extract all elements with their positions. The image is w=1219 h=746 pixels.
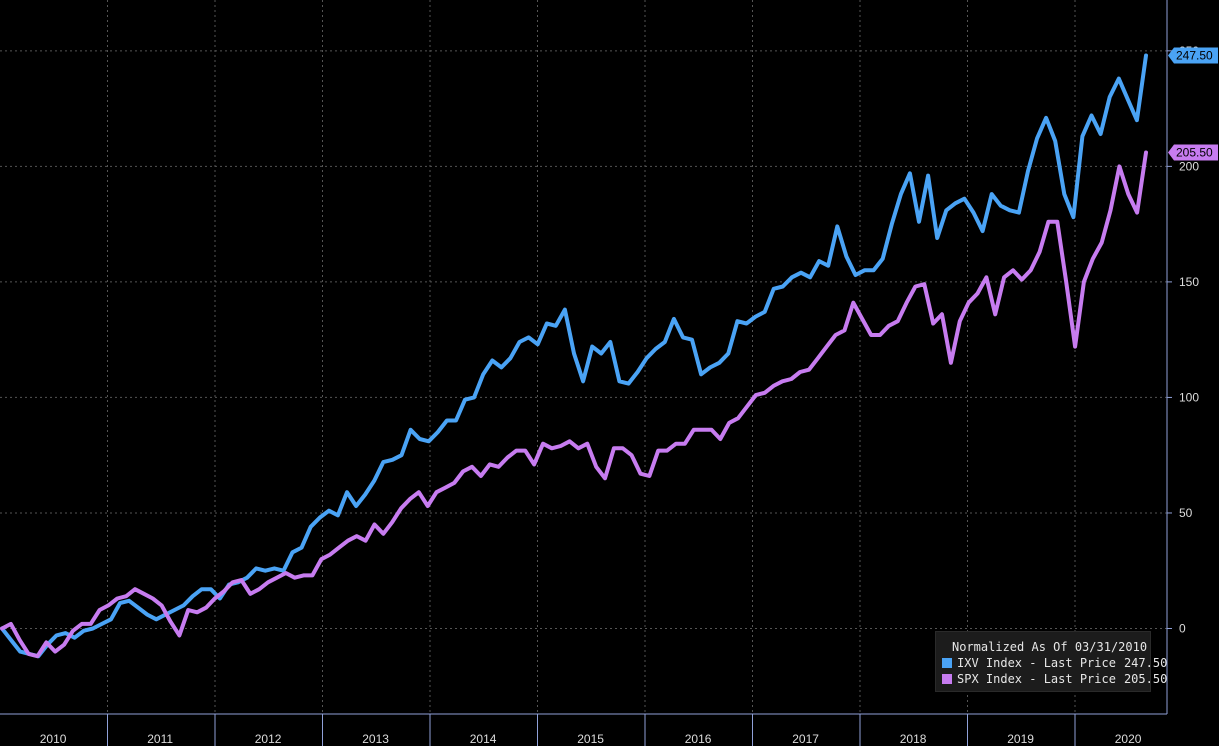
legend-title: Normalized As Of 03/31/2010 [952, 640, 1148, 654]
grid-lines [0, 0, 1167, 714]
legend-value-spx: 205.50 [1123, 672, 1168, 686]
x-tick-label: 2011 [147, 732, 173, 746]
last-value-tag-bg-1 [1168, 144, 1218, 161]
x-tick-label: 2012 [255, 732, 282, 746]
last-value-tag-bg-0 [1168, 47, 1218, 64]
axes [0, 0, 1172, 746]
y-tick-label: 200 [1179, 159, 1199, 173]
x-tick-label: 2016 [685, 732, 712, 746]
x-tick-label: 2013 [362, 732, 389, 746]
x-tick-label: 2014 [470, 732, 497, 746]
y-tick-label: 0 [1179, 622, 1186, 636]
x-tick-label: 2019 [1007, 732, 1034, 746]
legend-swatch-ixv [942, 658, 952, 668]
legend-label-spx: SPX Index - Last Price [957, 672, 1116, 686]
last-value-tag-text-1: 205.50 [1176, 146, 1213, 160]
y-tick-label: 100 [1179, 390, 1199, 404]
x-tick-label: 2017 [792, 732, 819, 746]
legend-value-ixv: 247.50 [1123, 656, 1168, 670]
series-line-1 [0, 150, 1148, 659]
legend-label-ixv: IXV Index - Last Price [957, 656, 1116, 670]
y-tick-label: 50 [1179, 506, 1193, 520]
chart-legend: Normalized As Of 03/31/2010 IXV Index - … [935, 631, 1167, 692]
series-layer [0, 53, 1148, 659]
legend-item-ixv: IXV Index - Last Price 247.50 [942, 656, 1167, 670]
x-tick-label: 2015 [577, 732, 604, 746]
series-line-0 [0, 53, 1148, 659]
last-value-tag-1: 205.50 [1168, 144, 1218, 161]
x-tick-label: 2018 [900, 732, 927, 746]
legend-item-spx: SPX Index - Last Price 205.50 [942, 672, 1167, 686]
last-value-tag-text-0: 247.50 [1176, 48, 1213, 62]
last-value-tag-0: 247.50 [1168, 47, 1218, 64]
x-tick-label: 2020 [1115, 732, 1142, 746]
y-tick-label: 150 [1179, 275, 1199, 289]
x-tick-label: 2010 [40, 732, 67, 746]
axis-labels: 0501001502002502010201120122013201420152… [40, 44, 1218, 746]
legend-swatch-spx [942, 674, 952, 684]
